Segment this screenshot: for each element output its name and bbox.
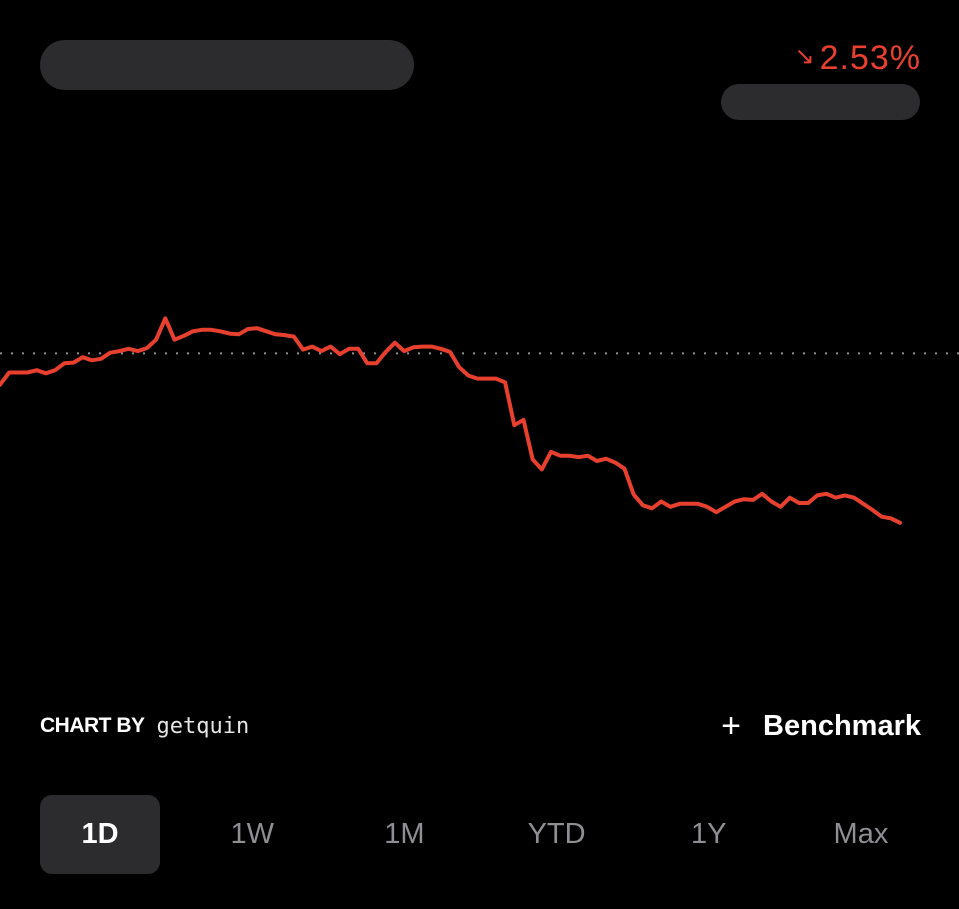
tab-max[interactable]: Max <box>833 818 889 850</box>
tab-ytd[interactable]: YTD <box>527 818 586 850</box>
timeframe-selector: 1D 1W 1M YTD 1Y Max <box>40 795 921 874</box>
brand-logo: getquin <box>156 713 250 739</box>
price-chart[interactable] <box>0 300 959 590</box>
add-benchmark-button[interactable]: + Benchmark <box>721 705 921 747</box>
tab-1w[interactable]: 1W <box>230 818 274 850</box>
value-placeholder <box>721 84 920 120</box>
performance-change: ↘ 2.53% <box>794 38 921 78</box>
chart-attribution: CHART BY getquin <box>40 708 249 744</box>
tab-1m[interactable]: 1M <box>384 818 425 850</box>
plus-icon: + <box>721 707 742 745</box>
tab-1y[interactable]: 1Y <box>691 818 727 850</box>
tab-1d[interactable]: 1D <box>40 795 160 874</box>
price-series-line <box>0 316 902 525</box>
trend-down-icon: ↘ <box>794 42 816 70</box>
benchmark-label: Benchmark <box>763 709 921 742</box>
change-percent: 2.53% <box>819 38 921 77</box>
chart-by-label: CHART BY <box>40 714 145 737</box>
title-placeholder <box>40 40 414 90</box>
